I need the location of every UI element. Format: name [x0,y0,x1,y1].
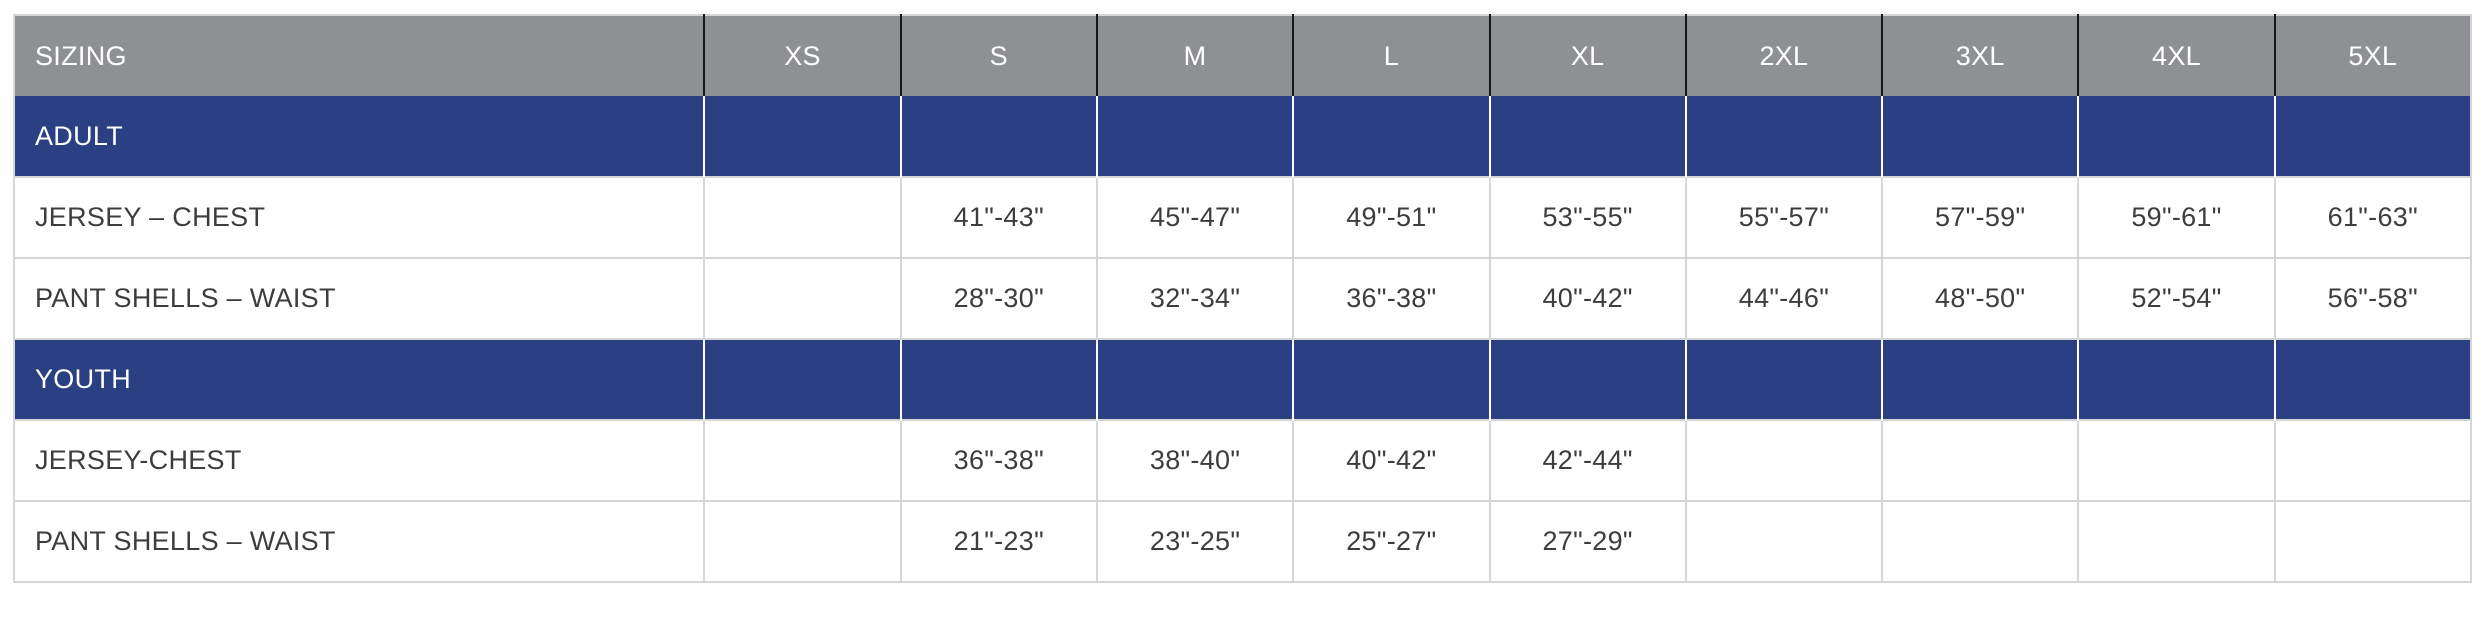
section-empty-cell [1095,96,1295,177]
size-value-cell: 28"-30" [899,257,1098,340]
size-value-cell: 55"-57" [1684,176,1884,259]
section-row-youth: YOUTH [12,339,2473,420]
size-value-cell: 45"-47" [1095,176,1295,259]
size-value-cell [2077,419,2276,502]
section-empty-cell [899,96,1098,177]
row-adult-jersey-chest: JERSEY – CHEST 41"-43" 45"-47" 49"-51" 5… [12,176,2473,259]
row-label: JERSEY-CHEST [12,419,706,502]
row-youth-pant-shells-waist: PANT SHELLS – WAIST 21"-23" 23"-25" 25"-… [12,500,2473,583]
size-value-cell: 41"-43" [899,176,1098,259]
size-value-cell: 40"-42" [1488,257,1687,340]
section-empty-cell [1095,339,1295,420]
section-empty-cell [1292,96,1491,177]
size-value-cell: 36"-38" [1292,257,1491,340]
header-cell-s: S [899,14,1098,96]
section-empty-cell [2273,339,2473,420]
size-value-cell [703,257,902,340]
size-value-cell: 36"-38" [899,419,1098,502]
size-value-cell: 21"-23" [899,500,1098,583]
header-cell-xl: XL [1488,14,1687,96]
size-value-cell [703,419,902,502]
row-label: PANT SHELLS – WAIST [12,500,706,583]
section-title: ADULT [12,96,706,177]
section-empty-cell [703,339,902,420]
size-value-cell [703,500,902,583]
section-empty-cell [1881,339,2080,420]
size-value-cell: 56"-58" [2273,257,2473,340]
size-value-cell [1684,419,1884,502]
section-row-adult: ADULT [12,96,2473,177]
size-value-cell [2077,500,2276,583]
size-value-cell: 44"-46" [1684,257,1884,340]
header-row: SIZING XS S M L XL 2XL 3XL 4XL 5XL [12,14,2473,96]
size-value-cell: 27"-29" [1488,500,1687,583]
size-value-cell [2273,419,2473,502]
size-value-cell: 23"-25" [1095,500,1295,583]
size-value-cell: 59"-61" [2077,176,2276,259]
header-cell-3xl: 3XL [1881,14,2080,96]
size-value-cell: 40"-42" [1292,419,1491,502]
header-cell-m: M [1095,14,1295,96]
size-value-cell: 48"-50" [1881,257,2080,340]
section-empty-cell [1684,339,1884,420]
header-cell-xs: XS [703,14,902,96]
size-value-cell [1881,419,2080,502]
size-value-cell: 61"-63" [2273,176,2473,259]
size-value-cell: 25"-27" [1292,500,1491,583]
size-value-cell: 32"-34" [1095,257,1295,340]
row-label: PANT SHELLS – WAIST [12,257,706,340]
section-empty-cell [1684,96,1884,177]
section-title: YOUTH [12,339,706,420]
row-youth-jersey-chest: JERSEY-CHEST 36"-38" 38"-40" 40"-42" 42"… [12,419,2473,502]
header-cell-4xl: 4XL [2077,14,2276,96]
size-value-cell [2273,500,2473,583]
size-value-cell: 53"-55" [1488,176,1687,259]
row-adult-pant-shells-waist: PANT SHELLS – WAIST 28"-30" 32"-34" 36"-… [12,257,2473,340]
sizing-table: SIZING XS S M L XL 2XL 3XL 4XL 5XL ADULT [12,14,2473,583]
size-value-cell: 52"-54" [2077,257,2276,340]
section-empty-cell [703,96,902,177]
header-cell-l: L [1292,14,1491,96]
size-value-cell: 57"-59" [1881,176,2080,259]
size-value-cell: 42"-44" [1488,419,1687,502]
section-empty-cell [1881,96,2080,177]
size-value-cell [703,176,902,259]
section-empty-cell [1292,339,1491,420]
header-cell-5xl: 5XL [2273,14,2473,96]
section-empty-cell [2273,96,2473,177]
section-empty-cell [1488,96,1687,177]
size-value-cell: 38"-40" [1095,419,1295,502]
header-cell-2xl: 2XL [1684,14,1884,96]
section-empty-cell [2077,339,2276,420]
size-value-cell [1684,500,1884,583]
section-empty-cell [2077,96,2276,177]
section-empty-cell [1488,339,1687,420]
size-value-cell: 49"-51" [1292,176,1491,259]
size-value-cell [1881,500,2080,583]
header-cell-sizing: SIZING [12,14,706,96]
row-label: JERSEY – CHEST [12,176,706,259]
section-empty-cell [899,339,1098,420]
